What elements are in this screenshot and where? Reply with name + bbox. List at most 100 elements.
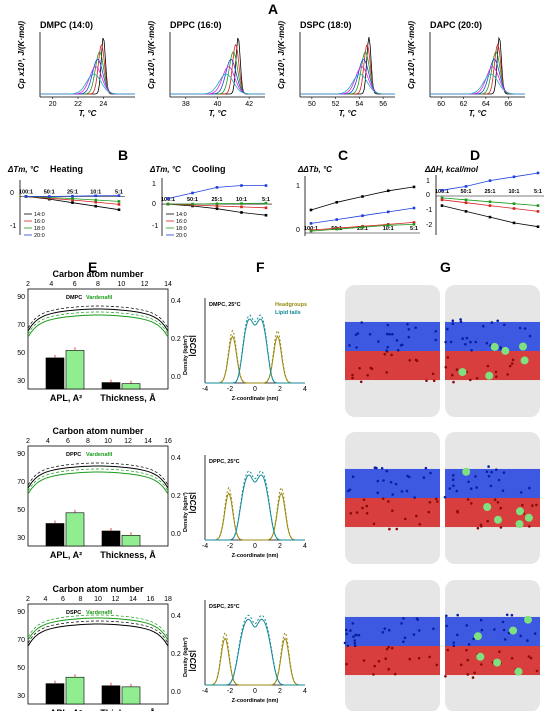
lipid-atom	[432, 627, 435, 631]
cooling-point	[264, 206, 268, 210]
lipid-atom	[372, 673, 375, 676]
top-tick-label: 16	[164, 438, 172, 445]
lipid-atom	[393, 672, 397, 676]
panel-b-delta-tm: ΔTm, °C Heating 0 -1 100:1 50:1 25:1 10:1 5:1 14:…	[7, 164, 272, 239]
top-tick-label: 2	[26, 596, 30, 603]
panel-letter-b: B	[118, 147, 128, 163]
lipid-atom	[446, 648, 450, 652]
panel-letter-c: C	[338, 147, 348, 163]
lipid-atom	[521, 503, 524, 507]
lipid-atom	[412, 633, 416, 636]
panel-d-ratio-label: 25:1	[484, 189, 495, 195]
heating-series-line	[25, 196, 120, 202]
bar-xlabel: Thickness, Å	[100, 393, 156, 403]
scd-curve-dashed	[27, 468, 169, 492]
dsc-curve	[170, 37, 265, 95]
lipid-atom	[376, 491, 380, 495]
dsc-curve	[430, 36, 525, 95]
panel-d-ratio-label: 100:1	[435, 189, 449, 195]
lipid-atom	[377, 340, 380, 343]
left-tick-label: 90	[17, 294, 25, 301]
dsc-ylabel: Cp x10³, J/(K·mol)	[147, 21, 156, 89]
heating-series-line	[25, 196, 120, 205]
dsc-title: DSPC (18:0)	[300, 20, 352, 30]
vardenafil-molecule	[514, 667, 523, 676]
lipid-atom	[355, 511, 359, 514]
scd-curve-dashed	[27, 305, 169, 329]
lipid-atom	[446, 356, 450, 359]
x-tick-label: 20	[49, 101, 57, 108]
lipid-atom	[361, 506, 364, 510]
heating-point	[117, 203, 121, 206]
lipid-atom	[451, 322, 455, 326]
tail-density	[205, 314, 305, 384]
lipid-atom	[495, 468, 498, 472]
lipid-atom	[456, 613, 460, 617]
vardenafil-molecule	[485, 371, 494, 380]
lipid-lower-leaflet	[345, 646, 440, 676]
lipid-atom	[353, 639, 357, 642]
lipid-atom	[358, 367, 361, 370]
lipid-atom	[390, 353, 393, 357]
lipid-atom	[451, 478, 455, 482]
lipid-atom	[526, 639, 529, 642]
lipid-atom	[385, 647, 389, 651]
lipid-atom	[435, 663, 439, 667]
bar	[45, 683, 65, 705]
scd-curve	[27, 623, 169, 647]
lipid-atom	[474, 340, 478, 344]
bar	[45, 523, 65, 547]
lipid-atom	[533, 632, 537, 635]
lipid-atom	[445, 624, 449, 628]
panel-d-point	[440, 188, 444, 192]
left-tick-label: 30	[17, 693, 25, 700]
lipid-atom	[451, 319, 455, 323]
dsc-ylabel: Cp x10³, J/(K·mol)	[17, 21, 26, 89]
carbon-axis-title: Carbon atom number	[52, 269, 144, 279]
lipid-atom	[386, 345, 390, 349]
lipid-atom	[422, 476, 426, 479]
lipid-atom	[455, 368, 459, 371]
left-tick-label: 70	[17, 322, 25, 329]
lipid-atom	[407, 328, 411, 331]
cooling-ratio-label: 50:1	[187, 197, 198, 203]
x-tick-label: 4	[303, 543, 307, 550]
top-tick-label: 12	[112, 596, 120, 603]
lipid-atom	[472, 637, 475, 641]
lipid-atom	[382, 479, 385, 482]
cooling-ylabel: ΔTm, °C	[149, 165, 181, 174]
lipid-atom	[452, 474, 455, 477]
x-tick-label: 2	[278, 386, 282, 393]
lipid-atom	[510, 613, 514, 617]
lipid-legend: DSPC	[66, 610, 81, 616]
lipid-atom	[416, 618, 420, 621]
lipid-atom	[499, 347, 503, 351]
lipid-atom	[465, 624, 469, 627]
lipid-atom	[387, 500, 390, 503]
lipid-atom	[381, 631, 385, 634]
lipid-atom	[408, 475, 411, 479]
lipid-atom	[446, 327, 449, 331]
headgroup-density	[205, 492, 305, 541]
tail-density	[205, 474, 305, 541]
lipid-atom	[489, 484, 493, 488]
bar	[101, 530, 121, 547]
lipid-atom	[529, 656, 533, 660]
lipid-atom	[480, 628, 484, 632]
lipid-atom	[417, 629, 421, 632]
lipid-atom	[395, 527, 399, 531]
x-tick-label: 56	[379, 101, 387, 108]
lipid-atom	[385, 469, 389, 473]
panel-d-tick: 0	[426, 192, 430, 199]
lipid-atom	[455, 489, 459, 493]
headgroup-density	[205, 486, 305, 541]
dsc-xlabel: T, °C	[469, 109, 487, 118]
dsc-curve	[40, 51, 135, 95]
scd-curve-dashed	[27, 614, 169, 638]
dsc-curve	[430, 58, 525, 95]
lipid-atom	[402, 640, 405, 643]
x-tick-label: 60	[437, 101, 445, 108]
lipid-atom	[501, 620, 505, 624]
carbon-axis-title: Carbon atom number	[52, 426, 144, 436]
lipid-atom	[366, 374, 370, 377]
